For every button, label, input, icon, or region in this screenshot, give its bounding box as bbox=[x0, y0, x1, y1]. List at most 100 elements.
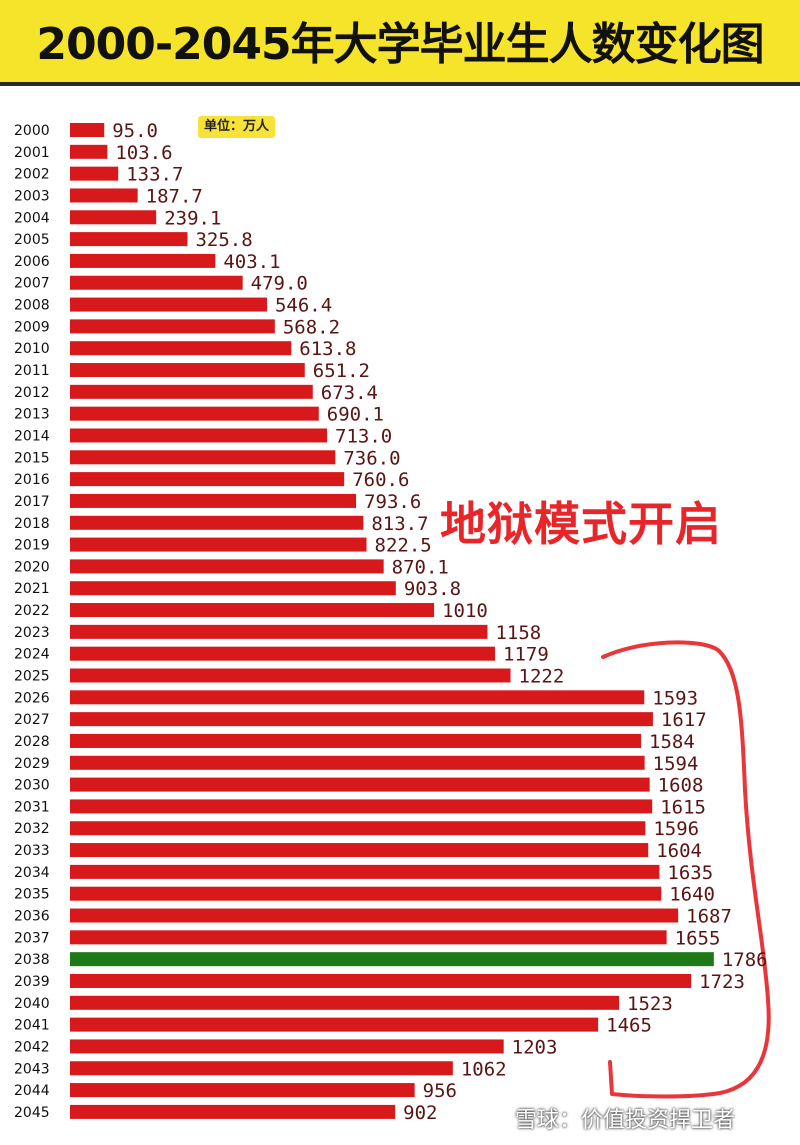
year-tick-label: 2037 bbox=[14, 930, 50, 946]
year-tick-label: 2012 bbox=[14, 385, 50, 401]
year-tick-label: 2018 bbox=[14, 516, 50, 532]
bar bbox=[70, 450, 336, 465]
year-tick-label: 2045 bbox=[14, 1105, 50, 1121]
year-tick-label: 2031 bbox=[14, 799, 50, 815]
bar bbox=[70, 428, 328, 443]
bar bbox=[70, 188, 138, 203]
year-tick-label: 2043 bbox=[14, 1061, 50, 1077]
bar-value-label: 1158 bbox=[495, 622, 541, 644]
bar bbox=[70, 1083, 415, 1098]
bar-value-label: 479.0 bbox=[251, 273, 308, 295]
year-tick-label: 2044 bbox=[14, 1083, 50, 1099]
bar-value-label: 1723 bbox=[699, 971, 745, 993]
year-tick-label: 2040 bbox=[14, 996, 50, 1012]
bar-value-label: 713.0 bbox=[335, 425, 392, 447]
year-tick-label: 2036 bbox=[14, 909, 50, 925]
bar-value-label: 1179 bbox=[503, 644, 549, 666]
year-tick-label: 2009 bbox=[14, 319, 50, 335]
bracket-annotation bbox=[601, 640, 771, 1099]
bar bbox=[70, 973, 692, 988]
bar-value-label: 1640 bbox=[669, 884, 715, 906]
year-tick-label: 2032 bbox=[14, 821, 50, 837]
bar bbox=[70, 363, 305, 378]
bar bbox=[70, 1061, 453, 1076]
bar bbox=[70, 581, 396, 596]
bar bbox=[70, 232, 188, 247]
bar-value-label: 822.5 bbox=[375, 535, 432, 557]
bar-value-label: 736.0 bbox=[343, 447, 400, 469]
bar bbox=[70, 755, 645, 770]
bar bbox=[70, 603, 435, 618]
year-tick-label: 2005 bbox=[14, 232, 50, 248]
bar-value-label: 793.6 bbox=[364, 491, 421, 513]
year-tick-label: 2002 bbox=[14, 167, 50, 183]
year-tick-label: 2008 bbox=[14, 298, 50, 314]
bar-value-label: 1596 bbox=[653, 818, 699, 840]
bar-value-label: 1655 bbox=[675, 927, 721, 949]
bar-value-label: 568.2 bbox=[283, 316, 340, 338]
bar bbox=[70, 624, 488, 639]
chart-title: 2000-2045年大学毕业生人数变化图 bbox=[36, 19, 764, 70]
year-tick-label: 2000 bbox=[14, 123, 50, 139]
bar-value-label: 1604 bbox=[656, 840, 702, 862]
bar bbox=[70, 341, 292, 356]
year-tick-label: 2019 bbox=[14, 538, 50, 554]
bar-value-label: 870.1 bbox=[392, 556, 449, 578]
year-tick-label: 2030 bbox=[14, 778, 50, 794]
bar bbox=[70, 144, 108, 159]
bar-value-label: 902 bbox=[403, 1102, 437, 1124]
bar bbox=[70, 930, 667, 945]
bar-value-label: 903.8 bbox=[404, 578, 461, 600]
bar bbox=[70, 886, 662, 901]
bar bbox=[70, 384, 313, 399]
bar-highlight bbox=[70, 952, 714, 967]
year-tick-label: 2004 bbox=[14, 210, 50, 226]
bar-value-label: 1465 bbox=[606, 1015, 652, 1037]
bar-value-label: 1687 bbox=[686, 906, 732, 928]
bar-value-label: 1593 bbox=[652, 687, 698, 709]
year-tick-label: 2013 bbox=[14, 407, 50, 423]
year-tick-label: 2025 bbox=[14, 669, 50, 685]
year-tick-label: 2041 bbox=[14, 1018, 50, 1034]
year-tick-label: 2007 bbox=[14, 276, 50, 292]
year-tick-label: 2021 bbox=[14, 581, 50, 597]
bar bbox=[70, 777, 650, 792]
bar bbox=[70, 843, 649, 858]
bar bbox=[70, 253, 216, 268]
bar-value-label: 403.1 bbox=[223, 251, 280, 273]
bar-value-label: 546.4 bbox=[275, 295, 332, 317]
bar-value-label: 325.8 bbox=[195, 229, 252, 251]
bar bbox=[70, 319, 275, 334]
bar bbox=[70, 123, 105, 137]
bar-value-label: 95.0 bbox=[112, 120, 158, 142]
bar-value-label: 1062 bbox=[461, 1058, 507, 1080]
year-tick-label: 2026 bbox=[14, 690, 50, 706]
bar-value-label: 1203 bbox=[512, 1036, 558, 1058]
bar-value-label: 651.2 bbox=[313, 360, 370, 382]
year-tick-label: 2017 bbox=[14, 494, 50, 510]
bar-value-label: 133.7 bbox=[126, 164, 183, 186]
bar-value-label: 1615 bbox=[660, 796, 706, 818]
bar bbox=[70, 908, 679, 923]
bar-value-label: 1523 bbox=[627, 993, 673, 1015]
bar-value-label: 187.7 bbox=[146, 185, 203, 207]
bar-value-label: 760.6 bbox=[352, 469, 409, 491]
year-tick-label: 2038 bbox=[14, 952, 50, 968]
unit-badge: 单位：万人 bbox=[198, 116, 276, 138]
year-tick-label: 2024 bbox=[14, 647, 50, 663]
year-tick-label: 2028 bbox=[14, 734, 50, 750]
year-tick-label: 2014 bbox=[14, 428, 50, 444]
bar bbox=[70, 210, 157, 225]
year-tick-label: 2015 bbox=[14, 450, 50, 466]
bar bbox=[70, 995, 620, 1010]
bar-value-label: 239.1 bbox=[164, 207, 221, 229]
bar-value-label: 1608 bbox=[658, 775, 704, 797]
annotation-text: 地狱模式开启 bbox=[440, 497, 722, 551]
bar bbox=[70, 297, 267, 312]
bar bbox=[70, 515, 364, 530]
year-tick-label: 2033 bbox=[14, 843, 50, 859]
watermark-text: 雪球：价值投资捍卫者 bbox=[515, 1108, 736, 1133]
bar-value-label: 1635 bbox=[667, 862, 713, 884]
bar-value-label: 1786 bbox=[722, 949, 768, 971]
year-tick-label: 2035 bbox=[14, 887, 50, 903]
